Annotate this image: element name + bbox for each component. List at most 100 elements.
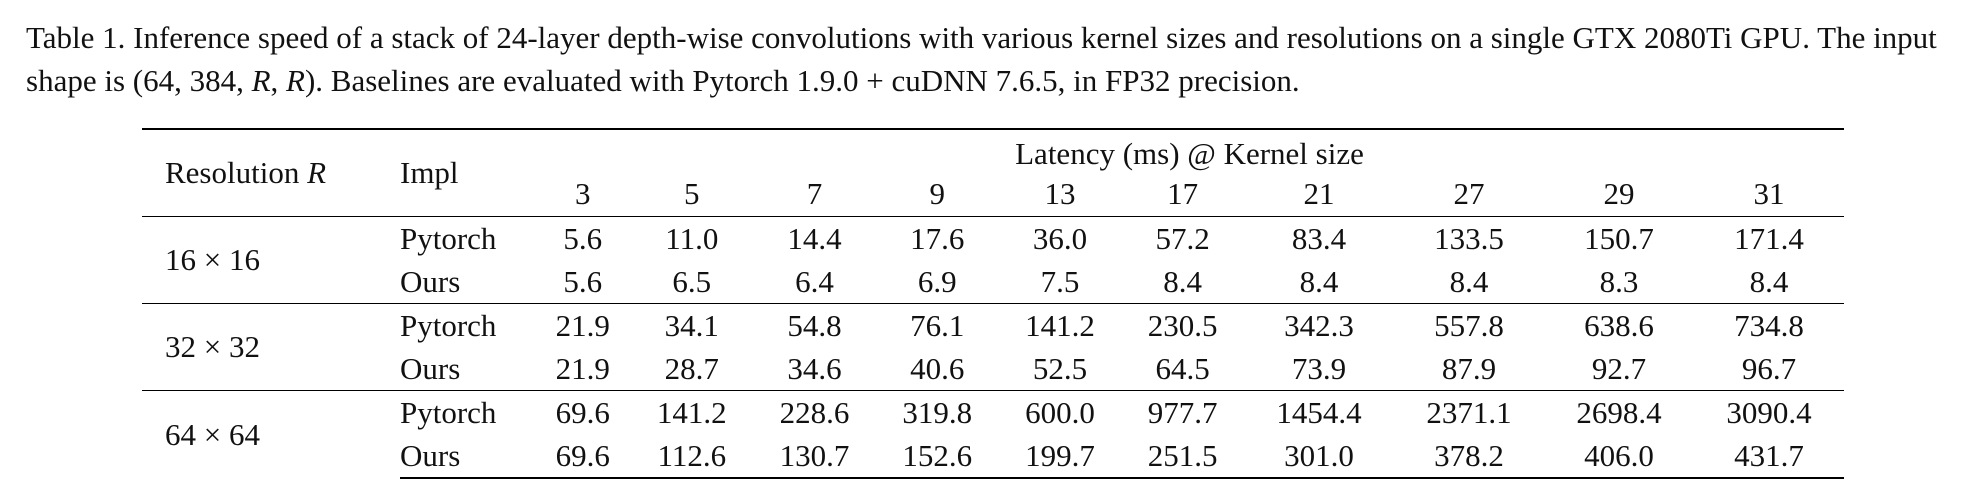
header-resolution-text: Resolution (165, 155, 308, 190)
latency-value-cell: 251.5 (1121, 434, 1245, 479)
caption-var-r2: R (286, 63, 305, 98)
latency-value-cell: 557.8 (1394, 303, 1544, 347)
header-kernel-size: 27 (1453, 176, 1485, 211)
latency-value-cell: 54.8 (753, 303, 876, 347)
header-latency-span: Latency (ms) @ Kernel size (1015, 136, 1364, 171)
caption-tail: ). Baselines are evaluated with Pytorch … (304, 63, 1300, 98)
latency-value-cell: 28.7 (664, 350, 719, 386)
latency-value-cell: 57.2 (1121, 216, 1245, 260)
latency-value-cell: 342.3 (1244, 303, 1395, 347)
latency-value-cell: 150.7 (1544, 216, 1694, 260)
latency-value-cell: 34.1 (630, 303, 754, 347)
latency-value-cell: 406.0 (1544, 434, 1694, 479)
table-body: 16 × 16 Pytorch 5.6 11.0 14.4 17.6 36.0 57.2 83.… (142, 216, 1844, 479)
latency-value-cell: 52.5 (1032, 350, 1088, 386)
latency-value-cell: 5.6 (563, 263, 603, 299)
latency-value-cell: 6.4 (795, 263, 834, 299)
table-row: 16 × 16 Pytorch 5.6 11.0 14.4 17.6 36.0 57.2 83.… (142, 216, 1844, 304)
latency-value-cell: 133.5 (1394, 216, 1544, 260)
latency-value-cell: 199.7 (998, 434, 1122, 479)
latency-value-cell: 6.5 (672, 263, 712, 299)
latency-value-cell: 600.0 (998, 390, 1122, 434)
latency-value-cell: 152.6 (875, 434, 999, 479)
latency-value-cell: 228.6 (753, 390, 876, 434)
latency-value-cell: 431.7 (1693, 434, 1844, 479)
latency-value-cell: 977.7 (1121, 390, 1245, 434)
latency-value-cell: 319.8 (875, 390, 999, 434)
latency-value-cell: 230.5 (1121, 303, 1245, 347)
header-resolution-var: R (307, 155, 327, 190)
header-row-1: Resolution R Impl Latency (ms) @ Kernel … (142, 129, 1844, 190)
latency-value-cell: 21.9 (535, 303, 631, 347)
impl-cell: Pytorch (400, 390, 535, 434)
impl-cell: Ours (400, 350, 461, 386)
header-kernel-size: 31 (1753, 176, 1785, 211)
latency-value-cell: 130.7 (753, 434, 876, 479)
latency-value-cell: 5.6 (535, 216, 631, 260)
latency-value-cell: 87.9 (1441, 350, 1497, 386)
impl-cell: Pytorch (400, 303, 535, 347)
header-kernel-size: 17 (1167, 176, 1199, 211)
table-row: Ours 21.9 28.7 34.6 40.6 52.5 64.5 73.9 87.9 92.7… (142, 347, 1844, 391)
latency-value-cell: 34.6 (787, 350, 842, 386)
latency-value-cell: 11.0 (630, 216, 754, 260)
table-caption: Table 1. Inference speed of a stack of 2… (26, 16, 1966, 102)
latency-value-cell: 8.3 (1599, 263, 1639, 299)
latency-value-cell: 40.6 (910, 350, 965, 386)
latency-value-cell: 8.4 (1449, 263, 1489, 299)
header-impl: Impl (400, 155, 459, 190)
latency-value-cell: 96.7 (1741, 350, 1797, 386)
latency-value-cell: 21.9 (555, 350, 610, 386)
header-kernel-size: 3 (574, 176, 591, 211)
header-row-2: 3 5 7 9 13 17 21 27 29 31 (142, 172, 1844, 217)
latency-table: Resolution R Impl Latency (ms) @ Kernel … (142, 128, 1844, 479)
latency-value-cell: 171.4 (1693, 216, 1844, 260)
impl-cell: Pytorch (400, 216, 535, 260)
latency-value-cell: 7.5 (1040, 263, 1080, 299)
header-kernel-size: 5 (684, 176, 700, 211)
latency-value-cell: 378.2 (1394, 434, 1544, 479)
latency-value-cell: 17.6 (875, 216, 999, 260)
table-row: Ours 5.6 6.5 6.4 6.9 7.5 8.4 8.4 8.4 8.3 8.4 (142, 260, 1844, 304)
latency-value-cell: 36.0 (998, 216, 1122, 260)
caption-lead: Table 1. Inference speed of a stack of 2… (26, 20, 1937, 98)
latency-value-cell: 92.7 (1591, 350, 1647, 386)
latency-value-cell: 73.9 (1291, 350, 1347, 386)
latency-value-cell: 734.8 (1693, 303, 1844, 347)
latency-value-cell: 141.2 (630, 390, 754, 434)
latency-value-cell: 14.4 (753, 216, 876, 260)
latency-value-cell: 301.0 (1244, 434, 1395, 479)
latency-value-cell: 8.4 (1163, 263, 1203, 299)
header-kernel-size: 21 (1303, 176, 1335, 211)
header-kernel-size: 7 (806, 176, 823, 211)
header-kernel-size: 9 (929, 176, 945, 211)
latency-value-cell: 141.2 (998, 303, 1122, 347)
latency-value-cell: 2698.4 (1544, 390, 1694, 434)
latency-value-cell: 69.6 (535, 390, 631, 434)
resolution-cell: 32 × 32 (142, 303, 400, 391)
table-row: 32 × 32 Pytorch 21.9 34.1 54.8 76.1 141.2 230.5… (142, 303, 1844, 391)
latency-value-cell: 3090.4 (1693, 390, 1844, 434)
table-row: 64 × 64 Pytorch 69.6 141.2 228.6 319.8 600.0 97… (142, 390, 1844, 478)
latency-value-cell: 638.6 (1544, 303, 1694, 347)
table-row: Ours 69.6 112.6 130.7 152.6 199.7 251.5 301.0 37… (142, 434, 1844, 479)
latency-value-cell: 8.4 (1299, 263, 1339, 299)
header-resolution: Resolution R (142, 129, 400, 217)
latency-value-cell: 83.4 (1244, 216, 1395, 260)
caption-sep: , (270, 63, 287, 98)
latency-value-cell: 64.5 (1155, 350, 1210, 386)
caption-var-r1: R (251, 63, 271, 98)
header-kernel-size: 13 (1044, 176, 1076, 211)
latency-value-cell: 8.4 (1749, 263, 1789, 299)
latency-value-cell: 112.6 (630, 434, 754, 479)
latency-value-cell: 69.6 (535, 434, 631, 479)
resolution-cell: 64 × 64 (142, 390, 400, 478)
latency-value-cell: 6.9 (917, 263, 957, 299)
impl-cell: Ours (400, 434, 535, 479)
latency-value-cell: 76.1 (875, 303, 999, 347)
header-kernel-size: 29 (1603, 176, 1635, 211)
impl-cell: Ours (400, 263, 461, 299)
resolution-cell: 16 × 16 (142, 216, 400, 304)
latency-value-cell: 2371.1 (1394, 390, 1544, 434)
latency-value-cell: 1454.4 (1244, 390, 1395, 434)
